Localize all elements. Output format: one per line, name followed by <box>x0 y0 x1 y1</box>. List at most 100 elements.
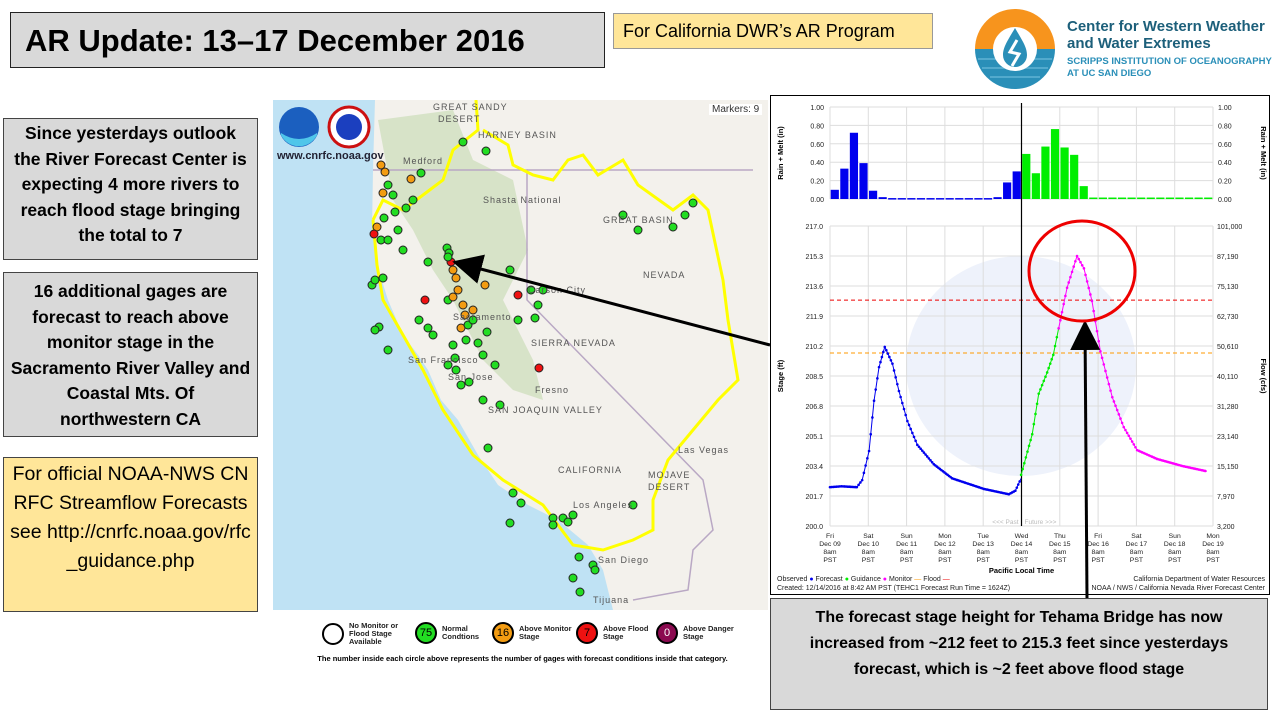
xtick-label: 8am <box>823 549 837 556</box>
xtick-label: PST <box>823 557 836 564</box>
precip-bar <box>1194 197 1203 200</box>
xtick-label: Dec 13 <box>972 541 994 548</box>
flow-ytick: 23,140 <box>1217 434 1239 441</box>
data-point <box>1051 353 1055 357</box>
data-point <box>885 348 888 352</box>
data-point <box>1122 425 1126 429</box>
gage-marker-monitor <box>380 167 390 177</box>
xtick-label: Dec 15 <box>1049 541 1071 548</box>
precip-bar <box>907 198 916 200</box>
title-box: AR Update: 13–17 December 2016 <box>10 12 605 68</box>
gage-marker-normal <box>668 222 678 232</box>
data-point <box>883 345 887 349</box>
gage-marker-normal <box>513 315 523 325</box>
legend-note: The number inside each circle above repr… <box>317 654 728 663</box>
data-point <box>1062 302 1066 306</box>
map-label: Sacramento <box>453 312 512 322</box>
legend-guidance: Guidance <box>850 576 881 583</box>
xtick-label: Dec 19 <box>1202 541 1224 548</box>
data-point <box>925 455 929 458</box>
gage-marker-normal <box>443 252 453 262</box>
precip-bar <box>859 163 868 199</box>
precip-bar <box>1070 154 1079 199</box>
legend-circle: 75 <box>415 622 437 644</box>
data-point <box>1094 319 1097 323</box>
cnrfc-map[interactable]: www.cnrfc.noaa.gov Markers: 9 GREAT SAND… <box>273 100 768 610</box>
precip-ytick: 0.80 <box>810 123 824 130</box>
forecast-dot-icon: ● <box>809 576 814 583</box>
data-point <box>867 449 871 453</box>
gage-marker-normal <box>680 210 690 220</box>
logo-line2: and Water Extremes <box>1067 35 1211 52</box>
data-point <box>859 481 862 484</box>
data-point <box>1067 281 1071 284</box>
data-point <box>897 389 901 393</box>
data-point <box>1105 376 1109 379</box>
gage-marker-normal <box>379 213 389 223</box>
gage-marker-monitor <box>451 273 461 283</box>
legend-item: 0 Above Danger Stage <box>656 622 738 644</box>
data-point <box>882 350 885 354</box>
precip-bar <box>955 198 964 200</box>
data-point <box>1040 383 1044 387</box>
flow-ytick: 15,150 <box>1217 464 1239 471</box>
data-point <box>917 445 921 449</box>
precip-bar <box>1089 197 1098 200</box>
stage-ytick: 208.5 <box>805 374 823 381</box>
data-point <box>1018 480 1021 483</box>
cnrfc-boundary <box>371 100 740 552</box>
data-point <box>1080 263 1084 267</box>
xtick-label: 8am <box>1206 549 1220 556</box>
legend-circle: 16 <box>492 622 514 644</box>
precip-bar <box>878 197 887 199</box>
data-point <box>874 388 878 391</box>
gage-marker-normal <box>398 245 408 255</box>
data-point <box>1047 366 1050 370</box>
gage-marker-normal <box>423 257 433 267</box>
data-point <box>927 457 931 460</box>
map-label: GREAT BASIN <box>603 215 674 225</box>
data-point <box>906 419 909 423</box>
data-point <box>1115 408 1119 412</box>
xtick-label: PST <box>1130 557 1143 564</box>
legend-observed: Observed <box>777 576 808 583</box>
gage-marker-normal <box>633 225 643 235</box>
stage-ytick: 203.4 <box>805 464 823 471</box>
map-label: SAN JOAQUIN VALLEY <box>488 405 603 415</box>
data-point <box>909 427 912 431</box>
xtick-label: 8am <box>1168 549 1182 556</box>
legend-circle: 7 <box>576 622 598 644</box>
xtick-label: PST <box>977 557 990 564</box>
data-point <box>1044 375 1047 379</box>
data-point <box>1074 259 1077 263</box>
gage-marker-normal <box>568 510 578 520</box>
gage-marker-normal <box>443 360 453 370</box>
stage-ytick: 206.8 <box>805 404 823 411</box>
data-point <box>1087 286 1091 290</box>
xtick-label: Sat <box>863 533 873 540</box>
data-point <box>911 431 914 435</box>
xtick-label: Dec 14 <box>1011 541 1033 548</box>
gage-marker-normal <box>563 517 573 527</box>
tehama-bridge-note: The forecast stage height for Tehama Bri… <box>770 598 1268 710</box>
xtick-label: PST <box>1168 557 1181 564</box>
data-point <box>1048 362 1052 365</box>
data-point <box>1124 428 1127 432</box>
cw3e-logo: Center for Western Weather and Water Extr… <box>970 4 1275 94</box>
data-point <box>855 485 859 489</box>
data-point <box>1097 339 1101 343</box>
data-point <box>877 365 881 369</box>
gage-marker-flood <box>420 295 430 305</box>
data-point <box>901 401 904 405</box>
cnrfc-url[interactable]: www.cnrfc.noaa.gov <box>277 150 384 162</box>
precip-bar <box>964 198 973 200</box>
precip-ytick: 0.00 <box>810 197 824 204</box>
xtick-label: PST <box>900 557 913 564</box>
map-label: Carson City <box>528 285 587 295</box>
stage-ytick: 213.6 <box>805 284 823 291</box>
precip-bar <box>1050 129 1060 199</box>
data-point <box>1085 280 1089 283</box>
legend-label: Above Danger Stage <box>683 624 734 641</box>
gage-marker-normal <box>456 380 466 390</box>
program-text: For California DWR’s AR Program <box>623 21 895 41</box>
